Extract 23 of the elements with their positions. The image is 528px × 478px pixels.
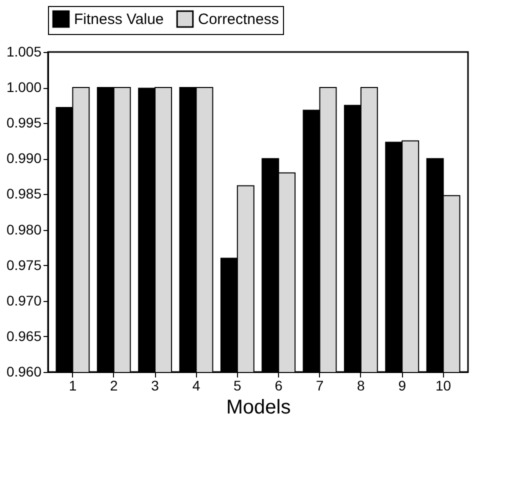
- x-tick-label: 6: [274, 378, 283, 394]
- y-tick-label: 0.995: [6, 114, 42, 131]
- x-tick-label: 5: [234, 378, 242, 394]
- y-tick-label: 1.005: [6, 44, 42, 60]
- y-tick-label: 0.975: [6, 256, 42, 273]
- legend-label: Correctness: [198, 11, 279, 28]
- x-tick-label: 7: [316, 378, 324, 394]
- y-tick-label: 0.965: [6, 328, 42, 344]
- legend-label: Fitness Value: [74, 11, 164, 28]
- y-tick-label: 1.000: [6, 79, 42, 96]
- x-tick-label: 4: [192, 378, 200, 394]
- y-tick-label: 0.985: [6, 186, 42, 202]
- x-tick-label: 1: [68, 378, 77, 394]
- x-tick-label: 9: [398, 378, 406, 394]
- x-tick-label: 10: [436, 378, 452, 394]
- x-tick-label: 3: [151, 378, 160, 394]
- x-tick-label: 8: [357, 378, 366, 394]
- y-tick-label: 0.960: [6, 364, 42, 380]
- x-axis-title: Models: [226, 396, 291, 418]
- y-tick-label: 0.990: [6, 150, 42, 166]
- y-tick-label: 0.980: [6, 221, 42, 238]
- x-tick-label: 2: [110, 378, 118, 394]
- y-tick-label: 0.970: [6, 292, 42, 308]
